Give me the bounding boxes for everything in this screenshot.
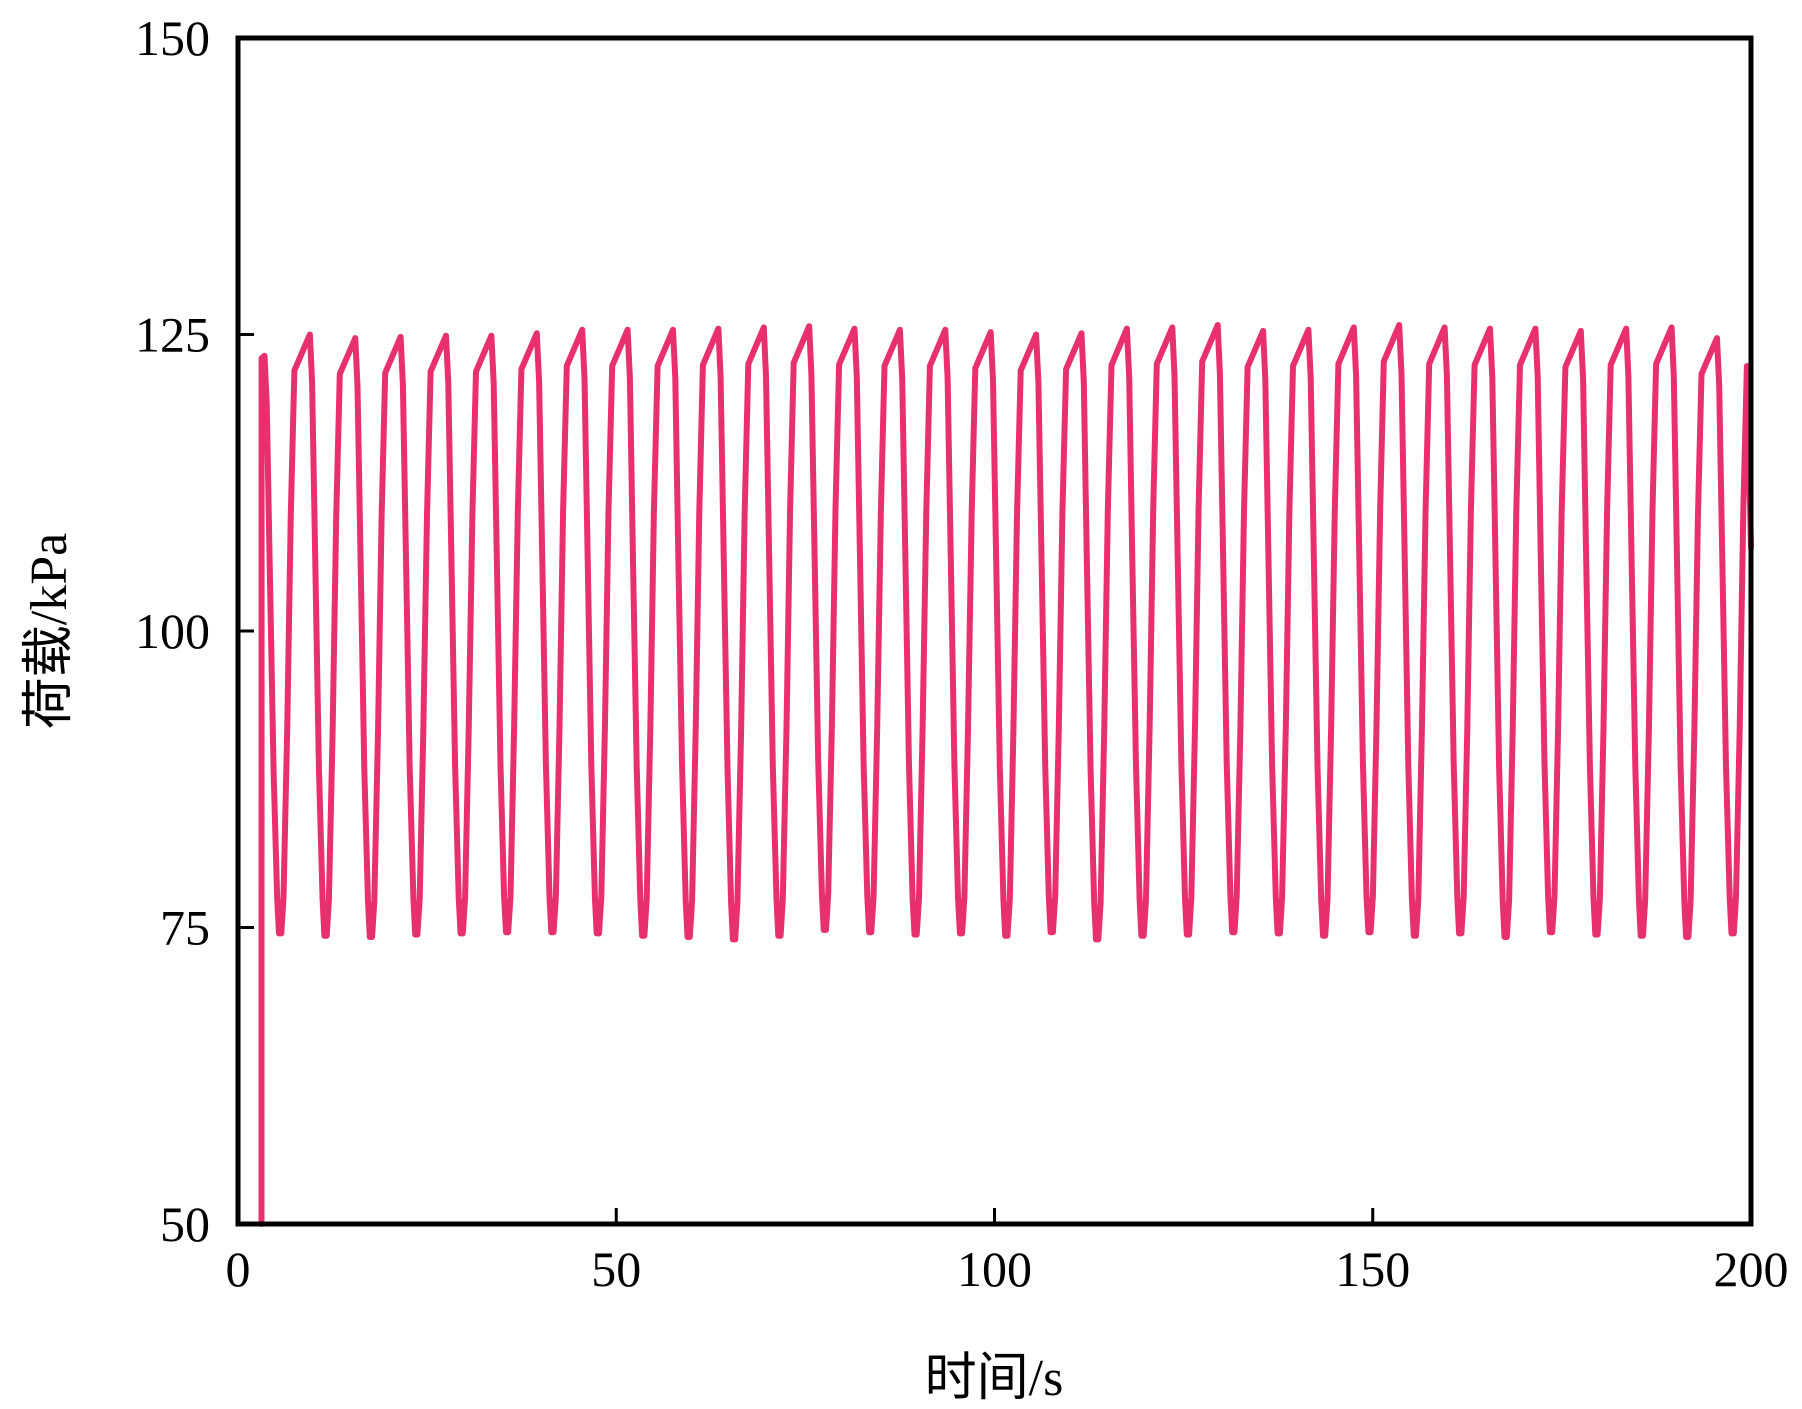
plot-area-frame	[235, 35, 1754, 1227]
load-series-line	[258, 322, 1754, 1227]
x-tick-label: 200	[1714, 1241, 1789, 1297]
y-tick-label: 100	[135, 603, 210, 659]
x-tick-label: 0	[226, 1241, 251, 1297]
y-tick-label: 150	[135, 10, 210, 66]
x-tick-label: 150	[1335, 1241, 1410, 1297]
y-tick-label: 50	[160, 1196, 210, 1252]
x-tick-label: 50	[591, 1241, 641, 1297]
x-axis-title: 时间/s	[925, 1350, 1064, 1407]
y-tick-label: 125	[135, 307, 210, 363]
x-tick-labels: 0 50 100 150 200	[226, 1241, 1789, 1297]
y-tick-label: 75	[160, 900, 210, 956]
y-axis-title: 荷载/kPa	[21, 533, 78, 729]
series-layer	[258, 322, 1754, 1227]
y-tick-labels: 50 75 100 125 150	[135, 10, 210, 1252]
x-tick-label: 100	[957, 1241, 1032, 1297]
